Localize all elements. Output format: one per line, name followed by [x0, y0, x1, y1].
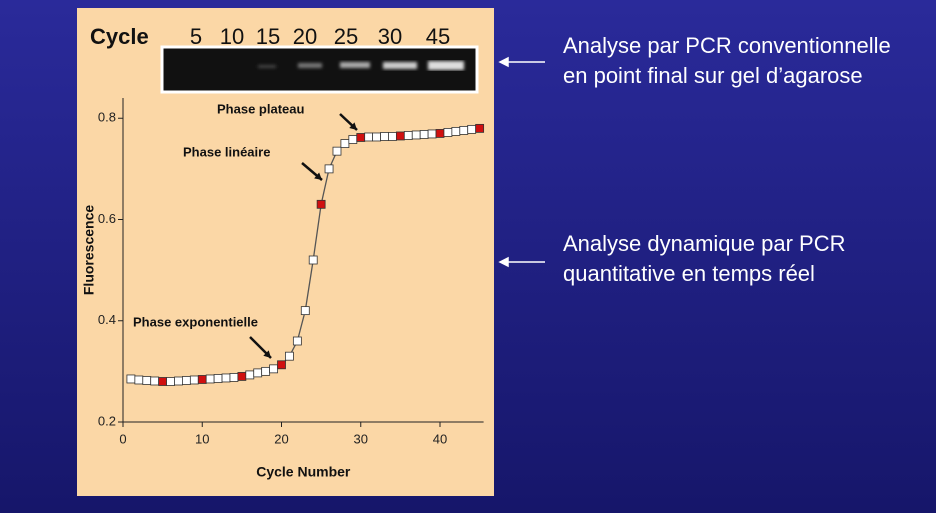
gel-bands	[258, 61, 464, 70]
data-point	[189, 375, 199, 385]
data-point	[364, 132, 374, 142]
data-point	[395, 131, 405, 141]
data-point	[356, 133, 366, 142]
annotation-arrowhead	[314, 172, 322, 180]
lane-label: 25	[334, 24, 358, 49]
y-tick-label: 0.8	[98, 110, 116, 125]
lane-label: 15	[256, 24, 280, 49]
x-tick-label: 0	[119, 431, 126, 446]
data-point	[388, 132, 397, 141]
data-point	[372, 132, 382, 142]
data-point	[261, 366, 271, 376]
data-point	[451, 127, 461, 136]
x-tick-label: 30	[354, 431, 368, 446]
data-point	[475, 123, 485, 133]
data-point	[443, 128, 453, 137]
data-point	[419, 130, 429, 139]
data-point	[142, 376, 152, 385]
data-point	[332, 146, 342, 156]
data-point	[205, 374, 215, 384]
data-point	[380, 132, 389, 141]
data-point	[427, 129, 437, 139]
data-point	[174, 376, 183, 386]
lane-label: 5	[190, 24, 202, 49]
data-point	[459, 126, 469, 135]
x-tick-label: 10	[195, 431, 209, 446]
x-tick-label: 40	[433, 431, 447, 446]
data-point	[166, 377, 175, 386]
data-point	[300, 306, 310, 316]
data-point	[134, 375, 144, 385]
annotation-arrowhead	[349, 122, 357, 130]
lane-label: 10	[220, 24, 244, 49]
data-point	[229, 373, 239, 382]
note-line: Analyse dynamique par PCR	[563, 231, 845, 256]
data-point	[253, 368, 263, 378]
lane-label: 45	[426, 24, 450, 49]
data-point	[292, 336, 302, 346]
y-tick-label: 0.2	[98, 413, 116, 428]
annotation-arrowhead	[263, 350, 271, 358]
y-tick-label: 0.6	[98, 211, 116, 226]
lane-label: 30	[378, 24, 402, 49]
data-point	[316, 199, 326, 209]
data-point	[197, 375, 207, 384]
data-point	[158, 377, 168, 386]
data-point	[467, 124, 477, 134]
data-point	[182, 376, 191, 385]
data-point	[221, 373, 231, 383]
data-point	[213, 374, 223, 383]
data-point	[340, 139, 350, 148]
note-line: quantitative en temps réel	[563, 261, 815, 286]
data-point	[269, 364, 278, 374]
data-point	[411, 130, 421, 140]
data-point	[403, 131, 413, 140]
y-axis-label: Fluorescence	[81, 205, 97, 295]
gel-label: Cycle	[90, 24, 149, 49]
data-point	[435, 129, 445, 138]
note-line: Analyse par PCR conventionnelle	[563, 33, 891, 58]
data-point	[150, 376, 160, 386]
data-point	[285, 351, 294, 361]
lane-label: 20	[293, 24, 317, 49]
data-point	[308, 255, 318, 265]
gel	[160, 45, 479, 94]
annotation: Phase plateau	[217, 101, 304, 116]
x-tick-label: 20	[274, 431, 288, 446]
note-line: en point final sur gel d’agarose	[563, 63, 863, 88]
y-tick-label: 0.4	[98, 312, 116, 327]
data-point	[348, 135, 358, 144]
data-point	[245, 370, 255, 380]
annotation: Phase linéaire	[183, 144, 270, 159]
annotation: Phase exponentielle	[133, 314, 258, 329]
data-point	[277, 360, 286, 370]
x-axis-label: Cycle Number	[256, 464, 351, 480]
note-arrows	[498, 56, 545, 268]
data-point	[324, 164, 334, 174]
data-point	[237, 372, 247, 381]
data-point	[126, 374, 136, 384]
